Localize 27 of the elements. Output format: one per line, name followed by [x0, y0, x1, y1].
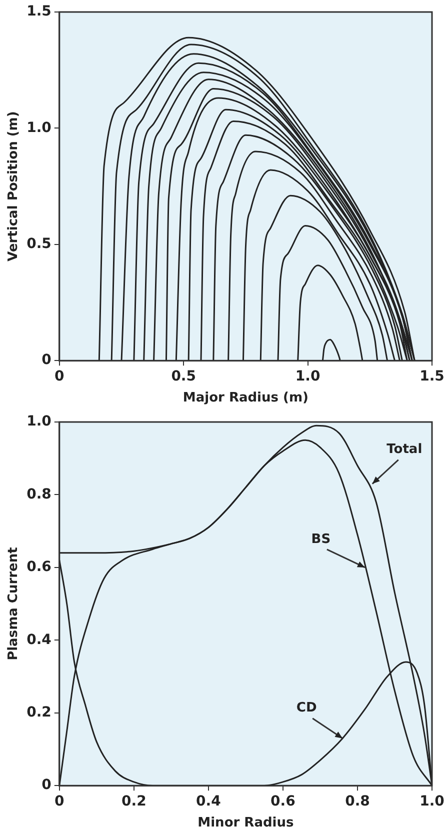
- x-axis-title: Minor Radius: [198, 816, 294, 831]
- x-tick-label: 0.4: [196, 794, 222, 810]
- x-tick-label: 0: [54, 794, 65, 810]
- x-tick-label: 0: [54, 368, 65, 385]
- y-tick-label: 1.5: [26, 4, 52, 20]
- y-tick-label: 1.0: [26, 120, 52, 136]
- x-tick-label: 0.2: [122, 794, 146, 810]
- annotation: CD: [296, 700, 317, 716]
- x-tick-label: 1.0: [420, 794, 445, 810]
- y-tick-label: 0.2: [26, 704, 52, 721]
- y-tick-label: 0.4: [26, 632, 52, 648]
- y-tick-label: 0.5: [26, 236, 52, 252]
- y-tick-label: 0: [42, 352, 52, 368]
- y-tick-label: 0: [42, 777, 52, 794]
- x-axis-title: Major Radius (m): [182, 390, 308, 406]
- y-axis-title: Plasma Current: [6, 547, 22, 660]
- y-tick-label: 0.8: [26, 486, 52, 502]
- annotation: Total: [386, 442, 422, 458]
- x-tick-label: 0.5: [171, 368, 196, 385]
- x-tick-label: 1.0: [295, 368, 320, 385]
- x-tick-label: 0.6: [270, 794, 296, 810]
- y-axis-title: Vertical Position (m): [6, 111, 22, 262]
- y-tick-label: 1.0: [26, 414, 52, 430]
- x-tick-label: 0.8: [345, 794, 370, 810]
- x-tick-label: 1.5: [420, 368, 444, 385]
- y-tick-label: 0.6: [26, 559, 52, 576]
- annotation: BS: [311, 532, 331, 547]
